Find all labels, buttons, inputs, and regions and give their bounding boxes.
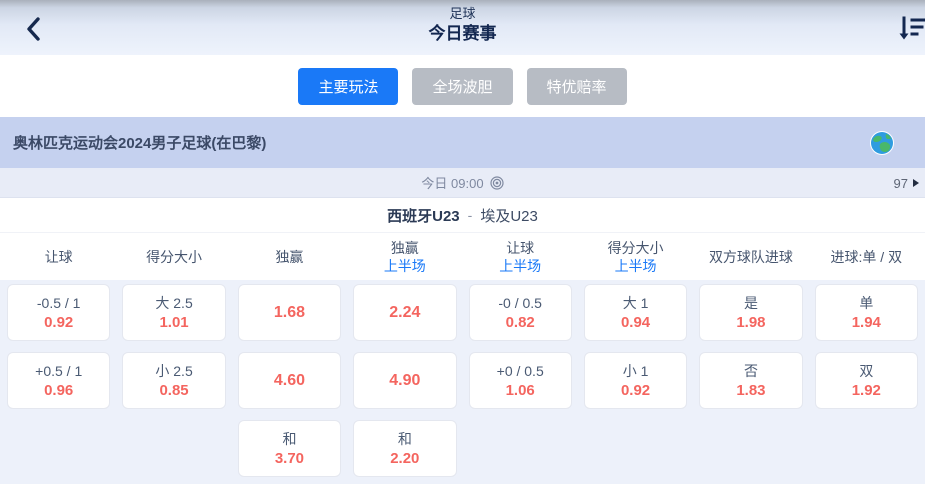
sport-label: 足球 <box>449 6 476 21</box>
back-button[interactable] <box>22 16 48 42</box>
odds-cell[interactable]: +0.5 / 1 0.96 <box>7 352 111 409</box>
column-header: 让球 上半场 <box>499 239 542 274</box>
odds-cell[interactable]: 4.90 <box>353 352 457 409</box>
column-header: 独赢 上半场 <box>383 239 426 274</box>
market-count: 97 <box>893 175 908 191</box>
globe-icon[interactable] <box>869 130 895 156</box>
market-count-button[interactable]: 97 <box>894 168 919 198</box>
tabs: 主要玩法 全场波胆 特优赔率 <box>0 55 925 117</box>
odds-cell[interactable]: -0 / 0.5 0.82 <box>468 284 572 341</box>
tab-correct-score[interactable]: 全场波胆 <box>412 67 513 105</box>
app-header: 足球 今日赛事 <box>0 0 925 55</box>
odds-value: 0.92 <box>44 313 74 331</box>
odds-label: 是 <box>743 294 758 311</box>
odds-label: 大 2.5 <box>155 294 193 311</box>
odds-label: +0 / 0.5 <box>496 362 544 379</box>
odds-cell[interactable]: 1.68 <box>237 284 342 341</box>
page-title: 今日赛事 <box>428 24 497 43</box>
odds-column-headers: 让球 得分大小 独赢 独赢 上半场 让球 上半场 得分大小 上半场 双方球队进球 进球:单 / 双 <box>0 232 925 280</box>
odds-value: 0.94 <box>620 313 651 331</box>
odds-value: 1.01 <box>159 313 189 331</box>
odds-cell[interactable]: 大 1 0.94 <box>583 284 688 341</box>
odds-value: 1.68 <box>273 304 305 321</box>
column-header: 得分大小 <box>146 248 203 265</box>
odds-value: 4.60 <box>273 372 305 389</box>
odds-value: 4.90 <box>389 372 421 389</box>
odds-value: 3.70 <box>274 449 305 467</box>
odds-label: 单 <box>859 294 874 311</box>
odds-cell[interactable]: 小 2.5 0.85 <box>122 352 226 409</box>
odds-value: 0.92 <box>620 381 651 399</box>
column-header: 进球:单 / 双 <box>830 248 903 265</box>
odds-label: 否 <box>743 362 758 379</box>
column-header: 独赢 <box>275 248 304 265</box>
odds-cell[interactable]: 大 2.5 1.01 <box>122 284 226 341</box>
odds-cell[interactable]: 小 1 0.92 <box>583 352 688 409</box>
odds-cell[interactable]: -0.5 / 1 0.92 <box>7 284 111 341</box>
odds-value: 0.85 <box>159 381 189 399</box>
odds-cell[interactable]: 双 1.92 <box>814 352 918 409</box>
odds-cell[interactable]: 和 2.20 <box>353 420 457 477</box>
odds-label: 大 1 <box>622 294 649 311</box>
odds-value: 1.83 <box>736 381 766 399</box>
odds-label: +0.5 / 1 <box>35 362 83 379</box>
odds-label: 小 1 <box>622 362 649 379</box>
caret-right-icon <box>913 179 919 187</box>
match-title[interactable]: 西班牙U23 - 埃及U23 <box>0 198 925 232</box>
odds-cell[interactable]: +0 / 0.5 1.06 <box>468 352 572 409</box>
concentric-circles-icon <box>489 175 504 190</box>
time-row: 今日 09:00 97 <box>0 168 925 198</box>
odds-value: 2.20 <box>390 449 420 467</box>
odds-cell[interactable]: 2.24 <box>353 284 457 341</box>
away-team: 埃及U23 <box>480 207 538 225</box>
league-bar[interactable]: 奥林匹克运动会2024男子足球(在巴黎) <box>0 117 925 168</box>
odds-label: 小 2.5 <box>155 362 193 379</box>
odds-cell[interactable]: 4.60 <box>237 352 342 409</box>
odds-label: 双 <box>859 362 874 379</box>
odds-value: 2.24 <box>389 304 421 321</box>
column-header: 让球 <box>44 248 73 265</box>
odds-value: 1.94 <box>851 313 881 331</box>
odds-label: -0.5 / 1 <box>36 294 81 311</box>
tab-special-odds[interactable]: 特优赔率 <box>526 67 627 105</box>
odds-cell[interactable]: 和 3.70 <box>237 420 342 477</box>
odds-value: 0.96 <box>44 381 74 399</box>
column-header: 双方球队进球 <box>708 248 793 265</box>
odds-cell[interactable]: 单 1.94 <box>814 284 918 341</box>
home-team: 西班牙U23 <box>387 207 460 225</box>
sort-descending-icon[interactable] <box>898 14 925 42</box>
tab-main-markets[interactable]: 主要玩法 <box>298 67 399 105</box>
column-header: 得分大小 上半场 <box>607 239 664 274</box>
odds-value: 1.06 <box>505 381 535 399</box>
odds-cell[interactable]: 是 1.98 <box>699 284 803 341</box>
match-time: 今日 09:00 <box>421 176 484 191</box>
odds-label: -0 / 0.5 <box>498 294 542 311</box>
league-name: 奥林匹克运动会2024男子足球(在巴黎) <box>13 135 267 152</box>
odds-body: -0.5 / 1 0.92 大 2.5 1.01 1.68 2.24 -0 / 0.5 0.8… <box>0 280 925 484</box>
odds-label: 和 <box>397 430 412 447</box>
odds-value: 1.92 <box>851 381 881 399</box>
odds-value: 1.98 <box>736 313 766 331</box>
odds-cell[interactable]: 否 1.83 <box>699 352 803 409</box>
odds-label: 和 <box>282 430 297 447</box>
odds-value: 0.82 <box>505 313 535 331</box>
team-separator: - <box>467 207 473 223</box>
